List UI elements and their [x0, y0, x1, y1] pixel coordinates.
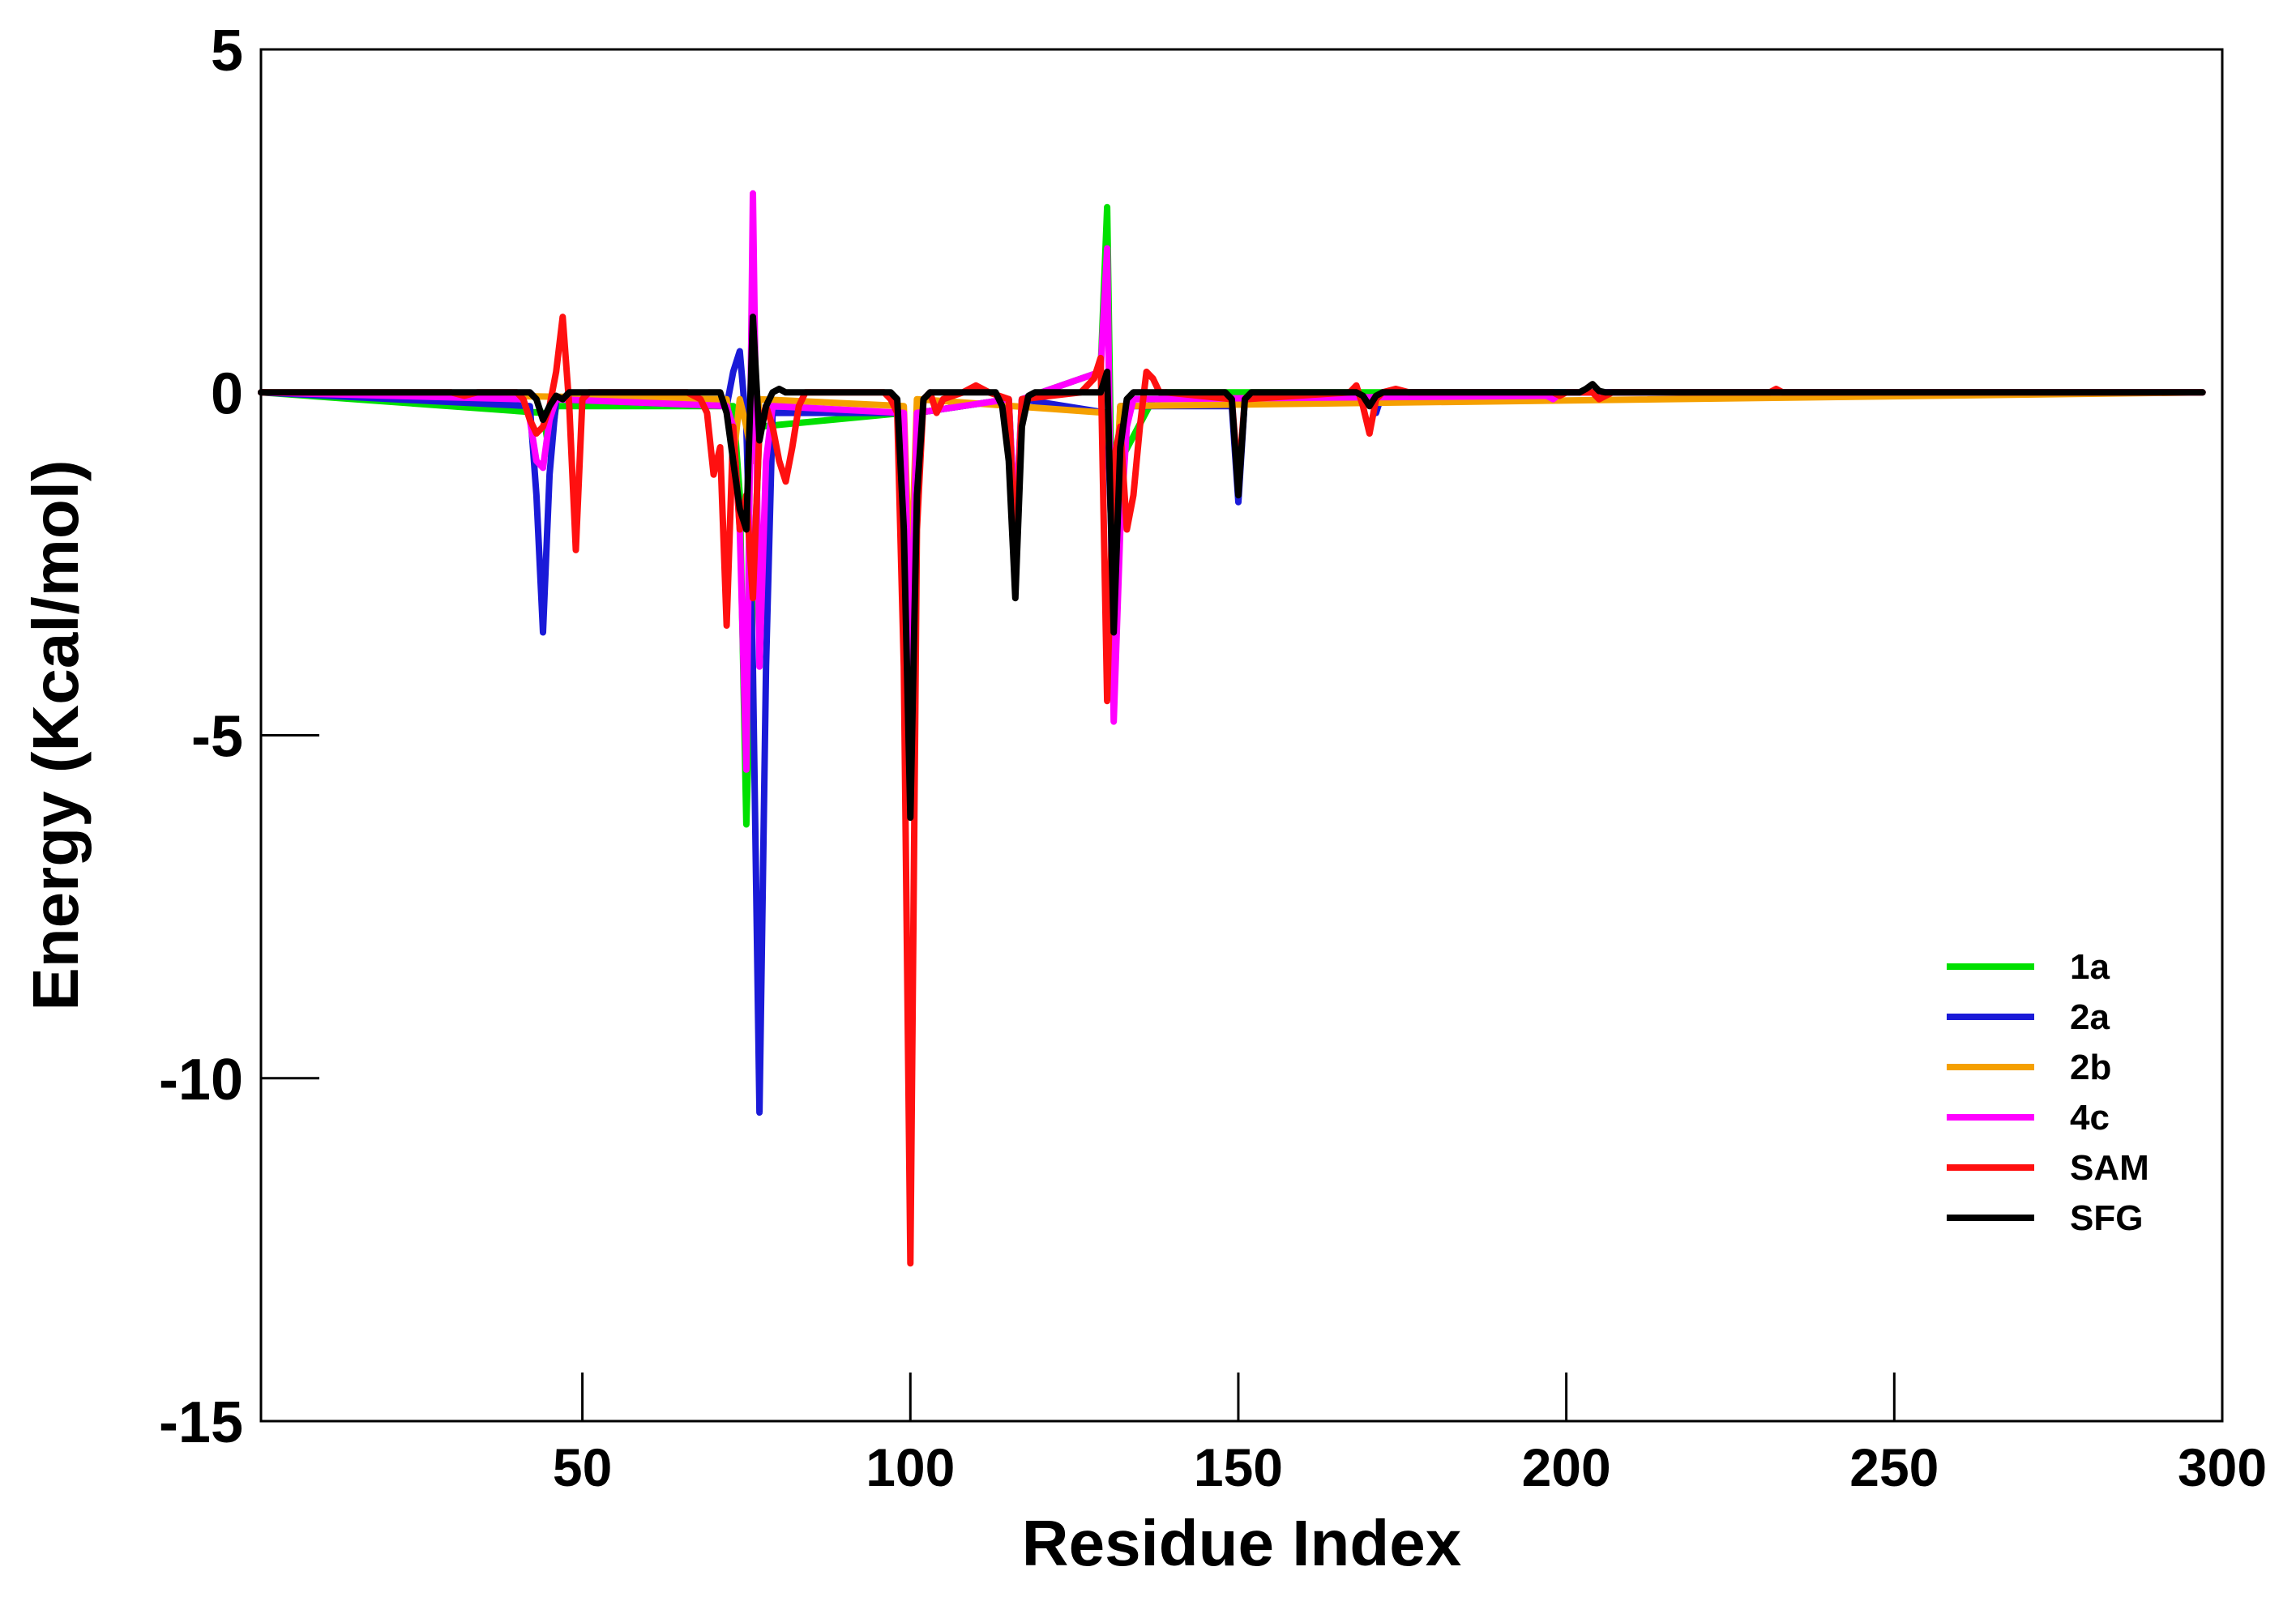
legend-label-sfg: SFG	[2070, 1198, 2143, 1238]
plot-lines	[258, 190, 2206, 1267]
legend-label-sam: SAM	[2070, 1148, 2149, 1188]
x-tick-label: 300	[2178, 1437, 2267, 1497]
series-line-sfg	[258, 314, 2206, 822]
x-tick-label: 250	[1849, 1437, 1939, 1497]
legend-label-2a: 2a	[2070, 997, 2110, 1037]
y-tick-label: -5	[191, 705, 243, 770]
x-tick-label: 50	[553, 1437, 612, 1497]
x-tick-label: 150	[1194, 1437, 1283, 1497]
legend-label-2b: 2b	[2070, 1048, 2111, 1087]
series-line-1a	[258, 203, 2206, 828]
y-tick-label: 5	[211, 19, 243, 83]
x-tick-label: 100	[866, 1437, 955, 1497]
y-tick-label: 0	[211, 361, 243, 426]
legend-label-4c: 4c	[2070, 1098, 2110, 1138]
plot-frame	[259, 48, 2224, 1423]
legend-label-1a: 1a	[2070, 947, 2110, 987]
series-line-2a	[258, 348, 2206, 1116]
y-tick-label: -15	[159, 1390, 243, 1455]
x-tick-label: 200	[1522, 1437, 1611, 1497]
y-tick-label: -10	[159, 1048, 243, 1112]
series-line-sam	[258, 314, 2206, 1267]
y-axis-label: Energy (Kcal/mol)	[19, 459, 92, 1010]
legend: 1a 2a 2b 4c SAM SFG	[1947, 947, 2149, 1238]
x-axis-label: Residue Index	[1022, 1507, 1461, 1579]
